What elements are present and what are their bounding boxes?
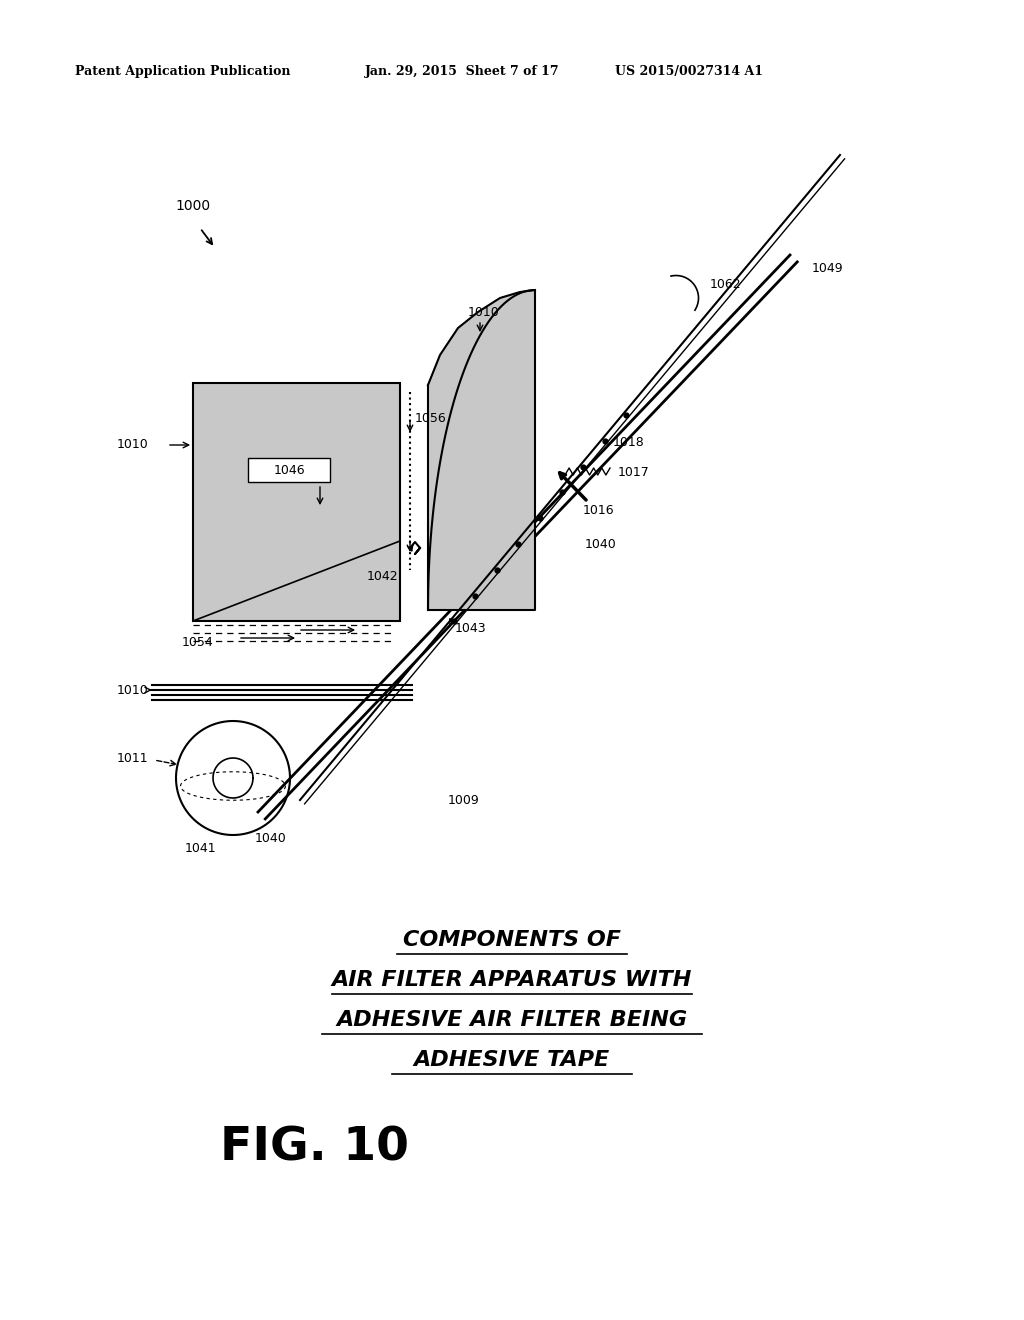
Text: 1010: 1010 [117, 684, 148, 697]
Text: Patent Application Publication: Patent Application Publication [75, 66, 291, 78]
Text: 1041: 1041 [185, 842, 217, 854]
Text: US 2015/0027314 A1: US 2015/0027314 A1 [615, 66, 763, 78]
Text: COMPONENTS OF: COMPONENTS OF [403, 931, 621, 950]
Text: FIG. 10: FIG. 10 [220, 1126, 409, 1171]
Text: 1054: 1054 [181, 636, 213, 649]
Text: 1040: 1040 [585, 539, 616, 552]
Text: 1011: 1011 [117, 751, 148, 764]
Bar [193, 383, 400, 620]
Text: AIR FILTER APPARATUS WITH: AIR FILTER APPARATUS WITH [332, 970, 692, 990]
Text: 1046: 1046 [273, 463, 305, 477]
Bar [248, 458, 330, 482]
Text: 1040: 1040 [255, 832, 287, 845]
Text: ADHESIVE TAPE: ADHESIVE TAPE [414, 1049, 610, 1071]
Text: 1018: 1018 [613, 437, 645, 450]
Text: 1049: 1049 [812, 261, 844, 275]
Text: 1056: 1056 [415, 412, 446, 425]
Text: 1043: 1043 [455, 622, 486, 635]
Text: 1016: 1016 [583, 503, 614, 516]
Polygon shape [428, 290, 535, 610]
Text: 1009: 1009 [449, 793, 480, 807]
Text: 1042: 1042 [367, 570, 398, 583]
Text: 1017: 1017 [618, 466, 650, 479]
Text: 1010: 1010 [468, 305, 500, 318]
Text: ADHESIVE AIR FILTER BEING: ADHESIVE AIR FILTER BEING [337, 1010, 687, 1030]
Text: Jan. 29, 2015  Sheet 7 of 17: Jan. 29, 2015 Sheet 7 of 17 [365, 66, 560, 78]
Text: 1000: 1000 [175, 199, 210, 213]
Text: 1062: 1062 [710, 279, 741, 292]
Text: 1010: 1010 [117, 438, 148, 451]
